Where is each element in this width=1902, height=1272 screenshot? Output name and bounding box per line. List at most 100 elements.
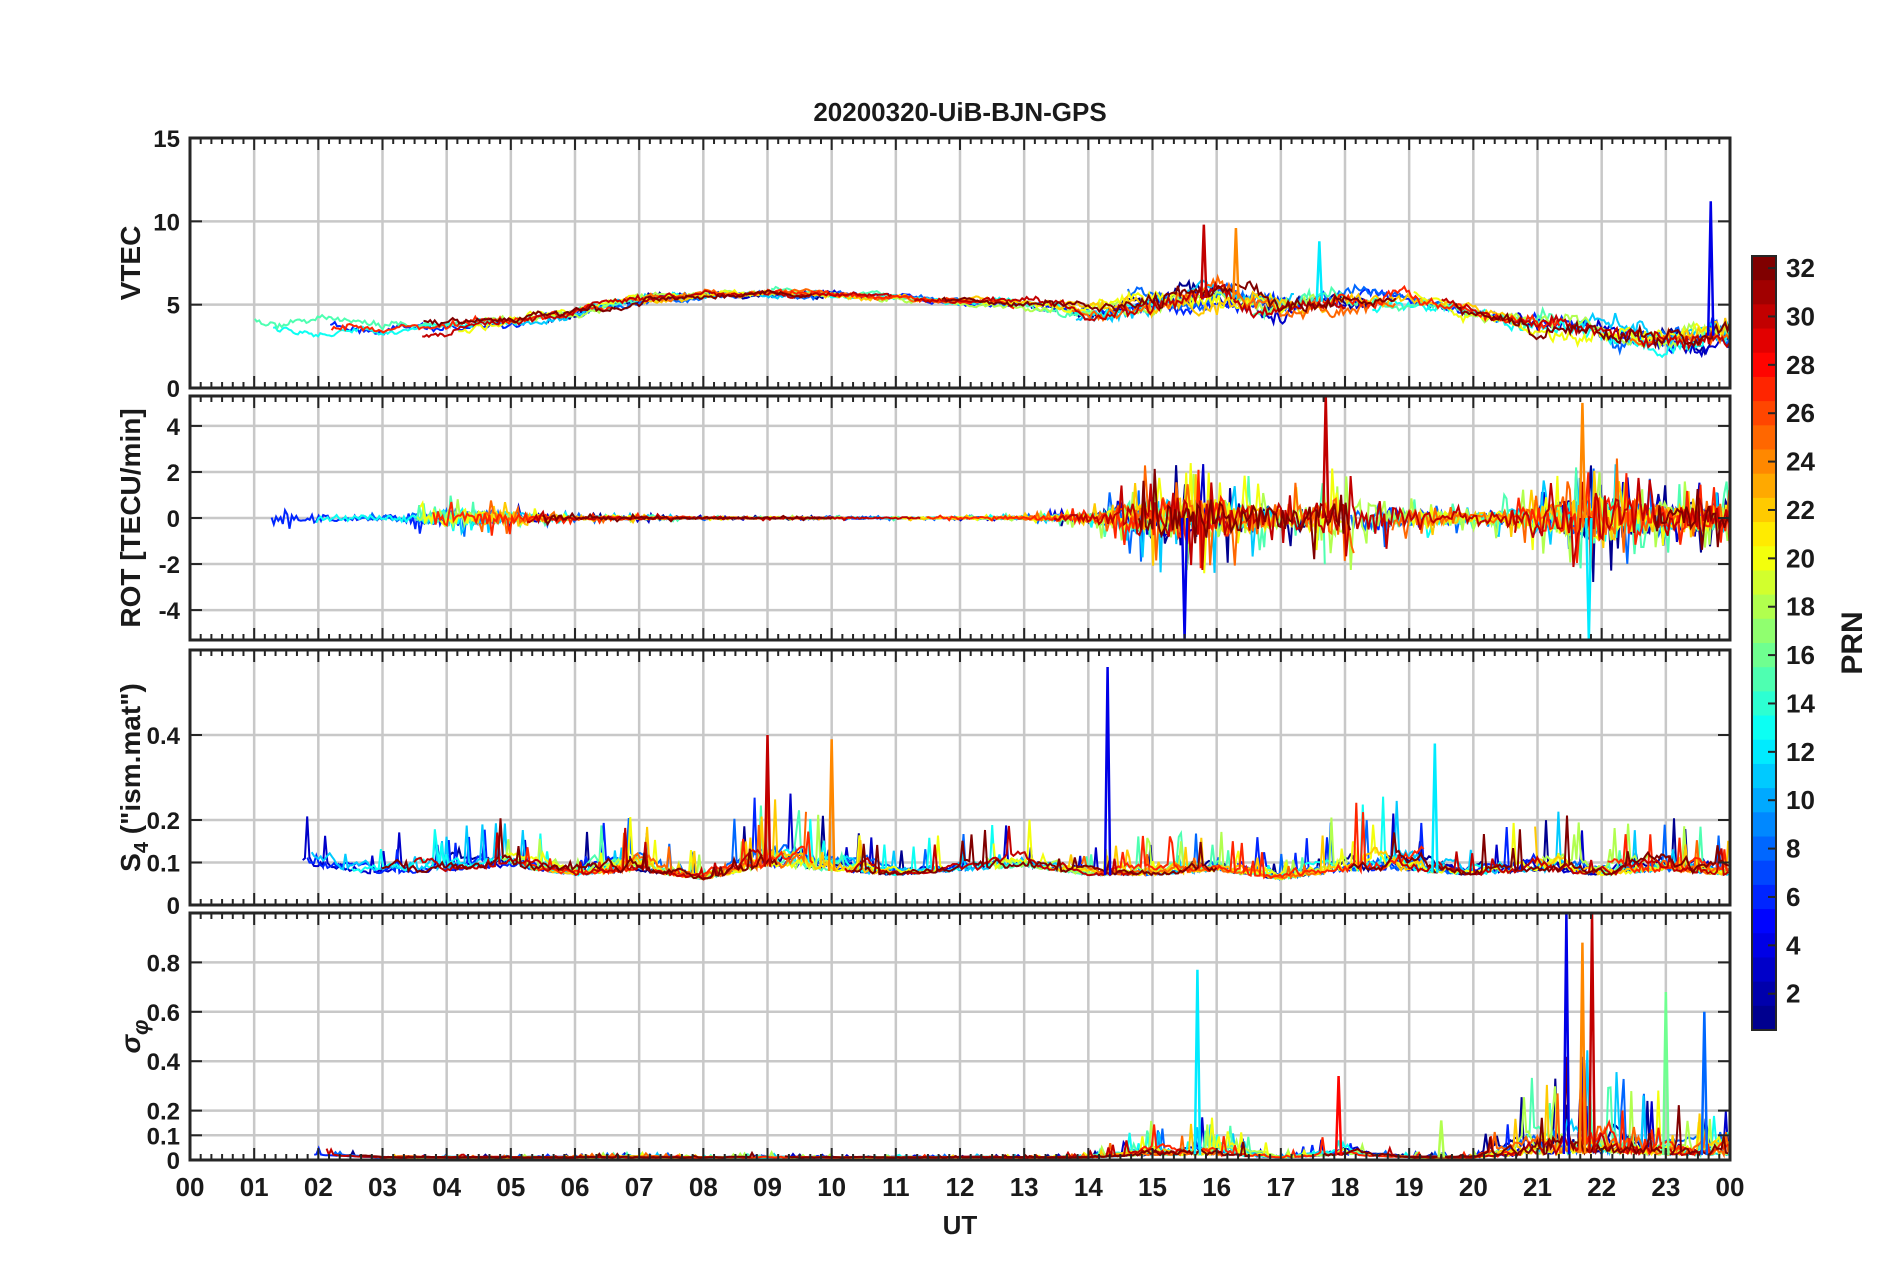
peak-spike [1578, 942, 1587, 1154]
x-tick-label: 11 [882, 1172, 910, 1202]
x-tick-label: 07 [625, 1172, 654, 1202]
trace-group [302, 666, 1730, 882]
colorbar-tick-label: 16 [1786, 640, 1815, 670]
y-tick-label: -4 [159, 598, 181, 625]
y-axis-label: VTEC [115, 226, 146, 301]
y-tick-label: 0.4 [147, 1049, 181, 1076]
prn-32-trace [852, 829, 1218, 877]
colorbar-swatch [1752, 570, 1776, 596]
colorbar-tick-label: 26 [1786, 398, 1815, 428]
prn-32-trace [784, 1141, 1250, 1159]
peak-spike [763, 734, 772, 867]
colorbar-swatch [1752, 280, 1776, 305]
y-tick-label: 2 [167, 460, 180, 487]
y-tick-label: 5 [167, 293, 180, 320]
colorbar-tick-label: 2 [1786, 979, 1800, 1009]
panel-vtec: 0 5 10 15 VTEC [115, 126, 1732, 403]
colorbar-tick-label: 24 [1786, 447, 1815, 477]
colorbar-tick-label: 4 [1786, 930, 1801, 960]
x-tick-label: 13 [1010, 1172, 1039, 1202]
x-tick-label: 17 [1266, 1172, 1295, 1202]
colorbar-tick-label: 18 [1786, 592, 1815, 622]
peak-spike [1321, 396, 1330, 519]
colorbar-swatch [1752, 667, 1776, 692]
chart-title: 20200320-UiB-BJN-GPS [813, 97, 1106, 127]
x-tick-label: 12 [946, 1172, 975, 1202]
colorbar-swatch [1752, 812, 1776, 837]
colorbar-tick-label: 14 [1786, 688, 1815, 718]
colorbar-swatch [1752, 425, 1776, 450]
colorbar-frame [1751, 255, 1777, 1031]
x-tick-label: 00 [176, 1172, 205, 1202]
y-tick-label: 0.1 [147, 1123, 180, 1150]
x-tick-label: 05 [496, 1172, 525, 1202]
x-tick-label: 04 [432, 1172, 461, 1202]
colorbar-tick-label: 22 [1786, 495, 1815, 525]
x-tick-label: 21 [1523, 1172, 1552, 1202]
x-tick-label: 08 [689, 1172, 718, 1202]
x-tick-label: 22 [1587, 1172, 1616, 1202]
colorbar-swatch [1752, 328, 1776, 354]
colorbar-swatch [1752, 909, 1776, 934]
y-tick-label: 0 [167, 376, 180, 403]
prn-32-trace [941, 280, 1397, 314]
prn-32-trace [1138, 468, 1352, 560]
prn-32-trace [381, 818, 778, 881]
colorbar-swatch [1752, 376, 1776, 402]
x-tick-label: 23 [1651, 1172, 1680, 1202]
colorbar-swatch [1752, 618, 1776, 644]
colorbar-label: PRN [1836, 611, 1869, 674]
colorbar-tick-label: 20 [1786, 543, 1815, 573]
peak-spike [1706, 201, 1715, 336]
trace-group [270, 396, 1730, 640]
prn-6-trace [1235, 1124, 1514, 1159]
y-tick-label: 15 [153, 126, 180, 153]
colorbar-swatch [1752, 1005, 1776, 1031]
trace-group [313, 913, 1730, 1160]
prn-32-trace [1323, 1056, 1729, 1159]
peak-spike [1103, 666, 1112, 876]
colorbar-swatch [1752, 763, 1776, 789]
y-tick-label: 4 [167, 414, 181, 441]
x-tick-label: 00 [1716, 1172, 1745, 1202]
colorbar-tick-label: 32 [1786, 253, 1815, 283]
peak-spike [1588, 913, 1596, 1153]
y-tick-label: 0 [167, 506, 180, 533]
y-tick-label: 0.1 [147, 851, 180, 878]
colorbar-tick-label: 30 [1786, 301, 1815, 331]
y-tick-label: 0.6 [147, 1000, 180, 1027]
x-tick-label: 01 [240, 1172, 269, 1202]
y-tick-label: 10 [153, 209, 180, 236]
peak-spike [1334, 1075, 1343, 1156]
y-tick-label: -2 [159, 552, 180, 579]
colorbar-swatch [1752, 473, 1776, 499]
prn-30-trace [527, 509, 921, 525]
prn-32-trace [1348, 815, 1729, 876]
y-axis-label: S4 ("ism.mat") [115, 683, 153, 872]
peak-spike [1700, 1011, 1709, 1156]
prn-11-trace [1389, 800, 1730, 876]
prn-27-trace [1099, 802, 1425, 880]
peak-spike [1193, 969, 1202, 1156]
prn-32-trace [358, 1150, 756, 1159]
peak-spike [1180, 517, 1189, 640]
y-tick-label: 0.8 [147, 950, 180, 977]
peak-spike [1562, 913, 1571, 1154]
colorbar-swatch [1752, 715, 1776, 741]
trace-group [253, 201, 1730, 359]
colorbar-tick-label: 12 [1786, 737, 1815, 767]
y-tick-label: 0.4 [147, 723, 181, 750]
y-tick-label: 0.2 [147, 808, 180, 835]
prn-32-trace [542, 511, 834, 527]
x-tick-label: 18 [1331, 1172, 1360, 1202]
x-axis: 00 01 02 03 04 05 06 07 08 09 10 11 12 13 14 15 16 17 18 19… [176, 1172, 1745, 1202]
peak-spike [1232, 227, 1240, 299]
x-tick-label: 16 [1202, 1172, 1231, 1202]
panel-sigma-phi: 00.10.20.40.60.8σφ [115, 911, 1732, 1175]
prn-30-trace [844, 825, 1138, 877]
x-tick-label: 14 [1074, 1172, 1103, 1202]
colorbar-tick-label: 8 [1786, 834, 1800, 864]
prn-32-trace [1653, 489, 1730, 550]
